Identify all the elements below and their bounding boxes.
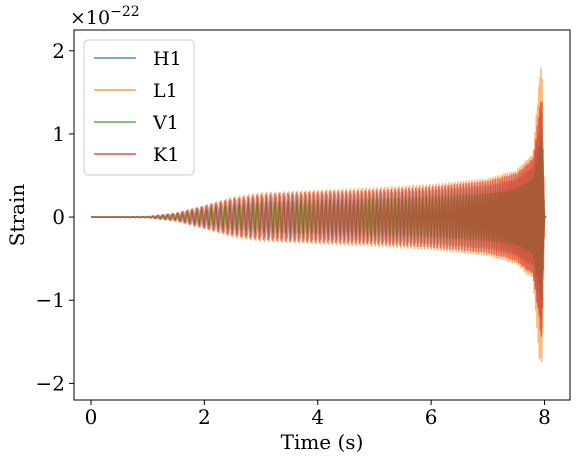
x-tick-label: 6 bbox=[425, 405, 438, 429]
x-tick-label: 2 bbox=[198, 405, 211, 429]
legend: H1 L1 V1 K1 bbox=[83, 39, 195, 176]
y-tick-label: −1 bbox=[36, 288, 65, 312]
legend-label-l1: L1 bbox=[153, 80, 178, 102]
legend-label-k1: K1 bbox=[153, 144, 179, 166]
y-offset-exponent: −22 bbox=[110, 4, 140, 20]
y-tick-label: 0 bbox=[52, 205, 65, 229]
series-layer bbox=[90, 67, 547, 363]
y-offset-text: ×10−22 bbox=[70, 4, 140, 29]
y-tick-label: 2 bbox=[52, 39, 65, 63]
series-line-k1 bbox=[90, 101, 547, 337]
x-tick-label: 4 bbox=[311, 405, 324, 429]
y-axis-ticks: −2 −1 0 1 2 bbox=[36, 39, 74, 395]
y-tick-label: −2 bbox=[36, 371, 65, 395]
y-offset-base: ×10 bbox=[70, 7, 110, 29]
x-tick-label: 0 bbox=[85, 405, 98, 429]
y-axis-label: Strain bbox=[5, 184, 29, 247]
y-tick-label: 1 bbox=[52, 122, 65, 146]
x-axis-ticks: 0 2 4 6 8 bbox=[85, 400, 551, 429]
plot-frame bbox=[73, 29, 571, 401]
x-tick-label: 8 bbox=[538, 405, 551, 429]
legend-box bbox=[83, 39, 195, 176]
legend-label-v1: V1 bbox=[152, 112, 179, 134]
x-axis-label: Time (s) bbox=[281, 430, 364, 454]
legend-label-h1: H1 bbox=[153, 48, 182, 70]
